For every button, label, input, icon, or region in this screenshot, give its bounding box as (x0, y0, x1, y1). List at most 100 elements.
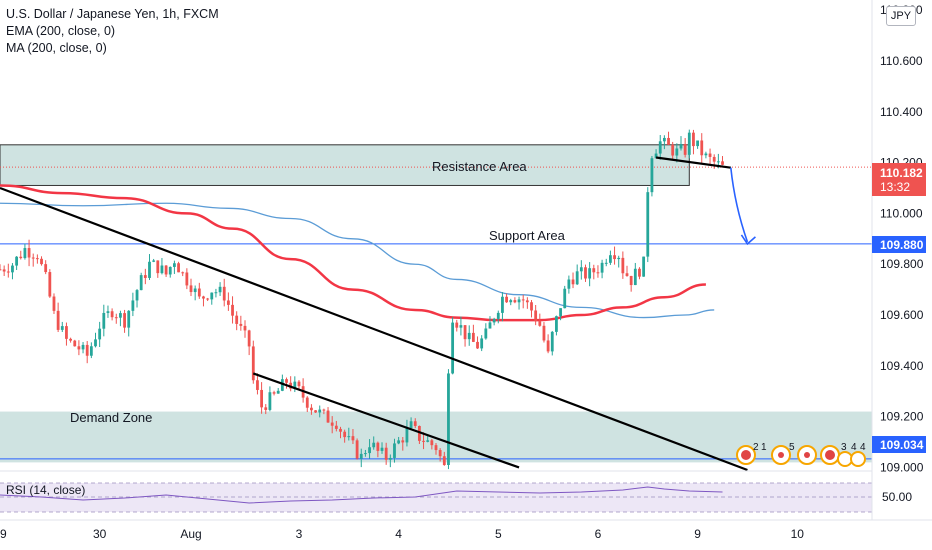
candle-body (56, 310, 60, 330)
candle-body (662, 137, 666, 142)
event-markers[interactable]: 2 1 5 3 4 4 (736, 442, 866, 467)
candle-body (625, 273, 629, 276)
ema-legend[interactable]: EMA (200, close, 0) (6, 24, 116, 38)
candle-body (388, 457, 392, 460)
candle-body (98, 328, 102, 340)
candle-body (563, 288, 567, 309)
candle-body (334, 425, 338, 429)
candle-body (683, 144, 687, 155)
support-price-value: 109.880 (880, 238, 924, 252)
trendline[interactable] (655, 156, 731, 169)
candle-body (463, 325, 467, 340)
resistance-label: Resistance Area (432, 159, 527, 174)
candle-body (65, 326, 68, 339)
demand-label: Demand Zone (70, 410, 152, 425)
candle-body (401, 440, 405, 443)
price-tick-label: 109.800 (880, 257, 924, 271)
candle-body (712, 156, 716, 162)
candle-body (704, 153, 708, 156)
candle-body (285, 379, 288, 383)
candle-body (347, 436, 351, 438)
last-price-countdown: 13:32 (880, 180, 910, 194)
ma-legend[interactable]: MA (200, close, 0) (6, 41, 107, 55)
candle-body (293, 381, 297, 389)
candle-body (455, 322, 459, 328)
candle-body (268, 392, 272, 410)
price-tick-label: 109.600 (880, 308, 924, 322)
candle-body (52, 296, 56, 311)
candle-body (143, 275, 147, 278)
symbol-title[interactable]: U.S. Dollar / Japanese Yen, 1h, FXCM (6, 7, 219, 21)
candle-body (330, 422, 334, 426)
candle-body (272, 392, 276, 394)
price-tick-label: 110.400 (880, 105, 923, 119)
trendlines[interactable] (0, 156, 748, 472)
candle-body (534, 310, 538, 322)
candle-body (239, 323, 243, 326)
rsi-level-label: 50.00 (882, 490, 912, 504)
candle-body (384, 447, 388, 460)
candle-body (721, 161, 724, 165)
candle-body (23, 248, 27, 259)
resistance-zone (0, 144, 690, 186)
event-flag-icon[interactable] (850, 451, 866, 467)
candle-body (193, 288, 197, 293)
trendline[interactable] (252, 372, 520, 469)
event-flag-icon[interactable] (837, 451, 853, 467)
candle-body (81, 344, 85, 350)
candle-body (368, 447, 371, 454)
candle-body (119, 313, 122, 318)
candle-body (442, 456, 446, 466)
candle-body (326, 410, 330, 423)
candle-body (359, 453, 363, 459)
candle-body (492, 318, 496, 323)
candle-body (44, 264, 48, 273)
candle-body (505, 296, 508, 303)
candle-body (318, 409, 322, 413)
candle-body (168, 266, 172, 275)
candle-body (426, 440, 430, 442)
currency-tag[interactable]: JPY (886, 6, 916, 26)
candle-body (671, 144, 675, 156)
candle-body (417, 425, 421, 441)
time-tick-label: 4 (395, 527, 402, 541)
forecast-arrow-head (740, 234, 756, 246)
event-count: 1 (761, 442, 767, 453)
candle-body (559, 308, 562, 317)
candle-body (372, 442, 376, 448)
event-count: 4 (851, 442, 857, 453)
time-tick-label: 30 (93, 527, 107, 541)
candle-body (60, 326, 64, 330)
candle-body (189, 285, 193, 293)
candle-body (339, 428, 342, 432)
candle-body (617, 257, 621, 260)
candle-body (555, 316, 558, 332)
candle-body (210, 292, 214, 300)
time-tick-label: 29 (0, 527, 7, 541)
trendline[interactable] (0, 186, 748, 472)
last-price-value: 110.182 (880, 166, 923, 180)
candle-body (588, 268, 592, 279)
candle-body (197, 288, 201, 297)
event-dot-icon (778, 452, 784, 458)
candle-body (538, 321, 542, 326)
candle-body (19, 256, 23, 259)
event-dot-icon (804, 452, 810, 458)
rsi-label: RSI (14, close) (6, 483, 85, 497)
candle-body (276, 390, 280, 394)
price-axis[interactable]: 110.800110.600110.400110.200110.000109.8… (871, 0, 926, 520)
candle-body (2, 269, 6, 272)
candle-body (181, 272, 185, 274)
time-axis[interactable]: 29 30 Aug 3 4 5 6 9 10 (0, 519, 932, 541)
candle-body (251, 346, 255, 381)
candle-body (305, 397, 309, 408)
candle-body (48, 272, 52, 297)
time-tick-label: 9 (694, 527, 701, 541)
candle-body (85, 344, 89, 356)
candle-body (546, 340, 550, 352)
support-label: Support Area (489, 228, 566, 243)
candle-body (584, 267, 587, 279)
candle-body (114, 317, 118, 319)
candle-body (35, 258, 39, 260)
